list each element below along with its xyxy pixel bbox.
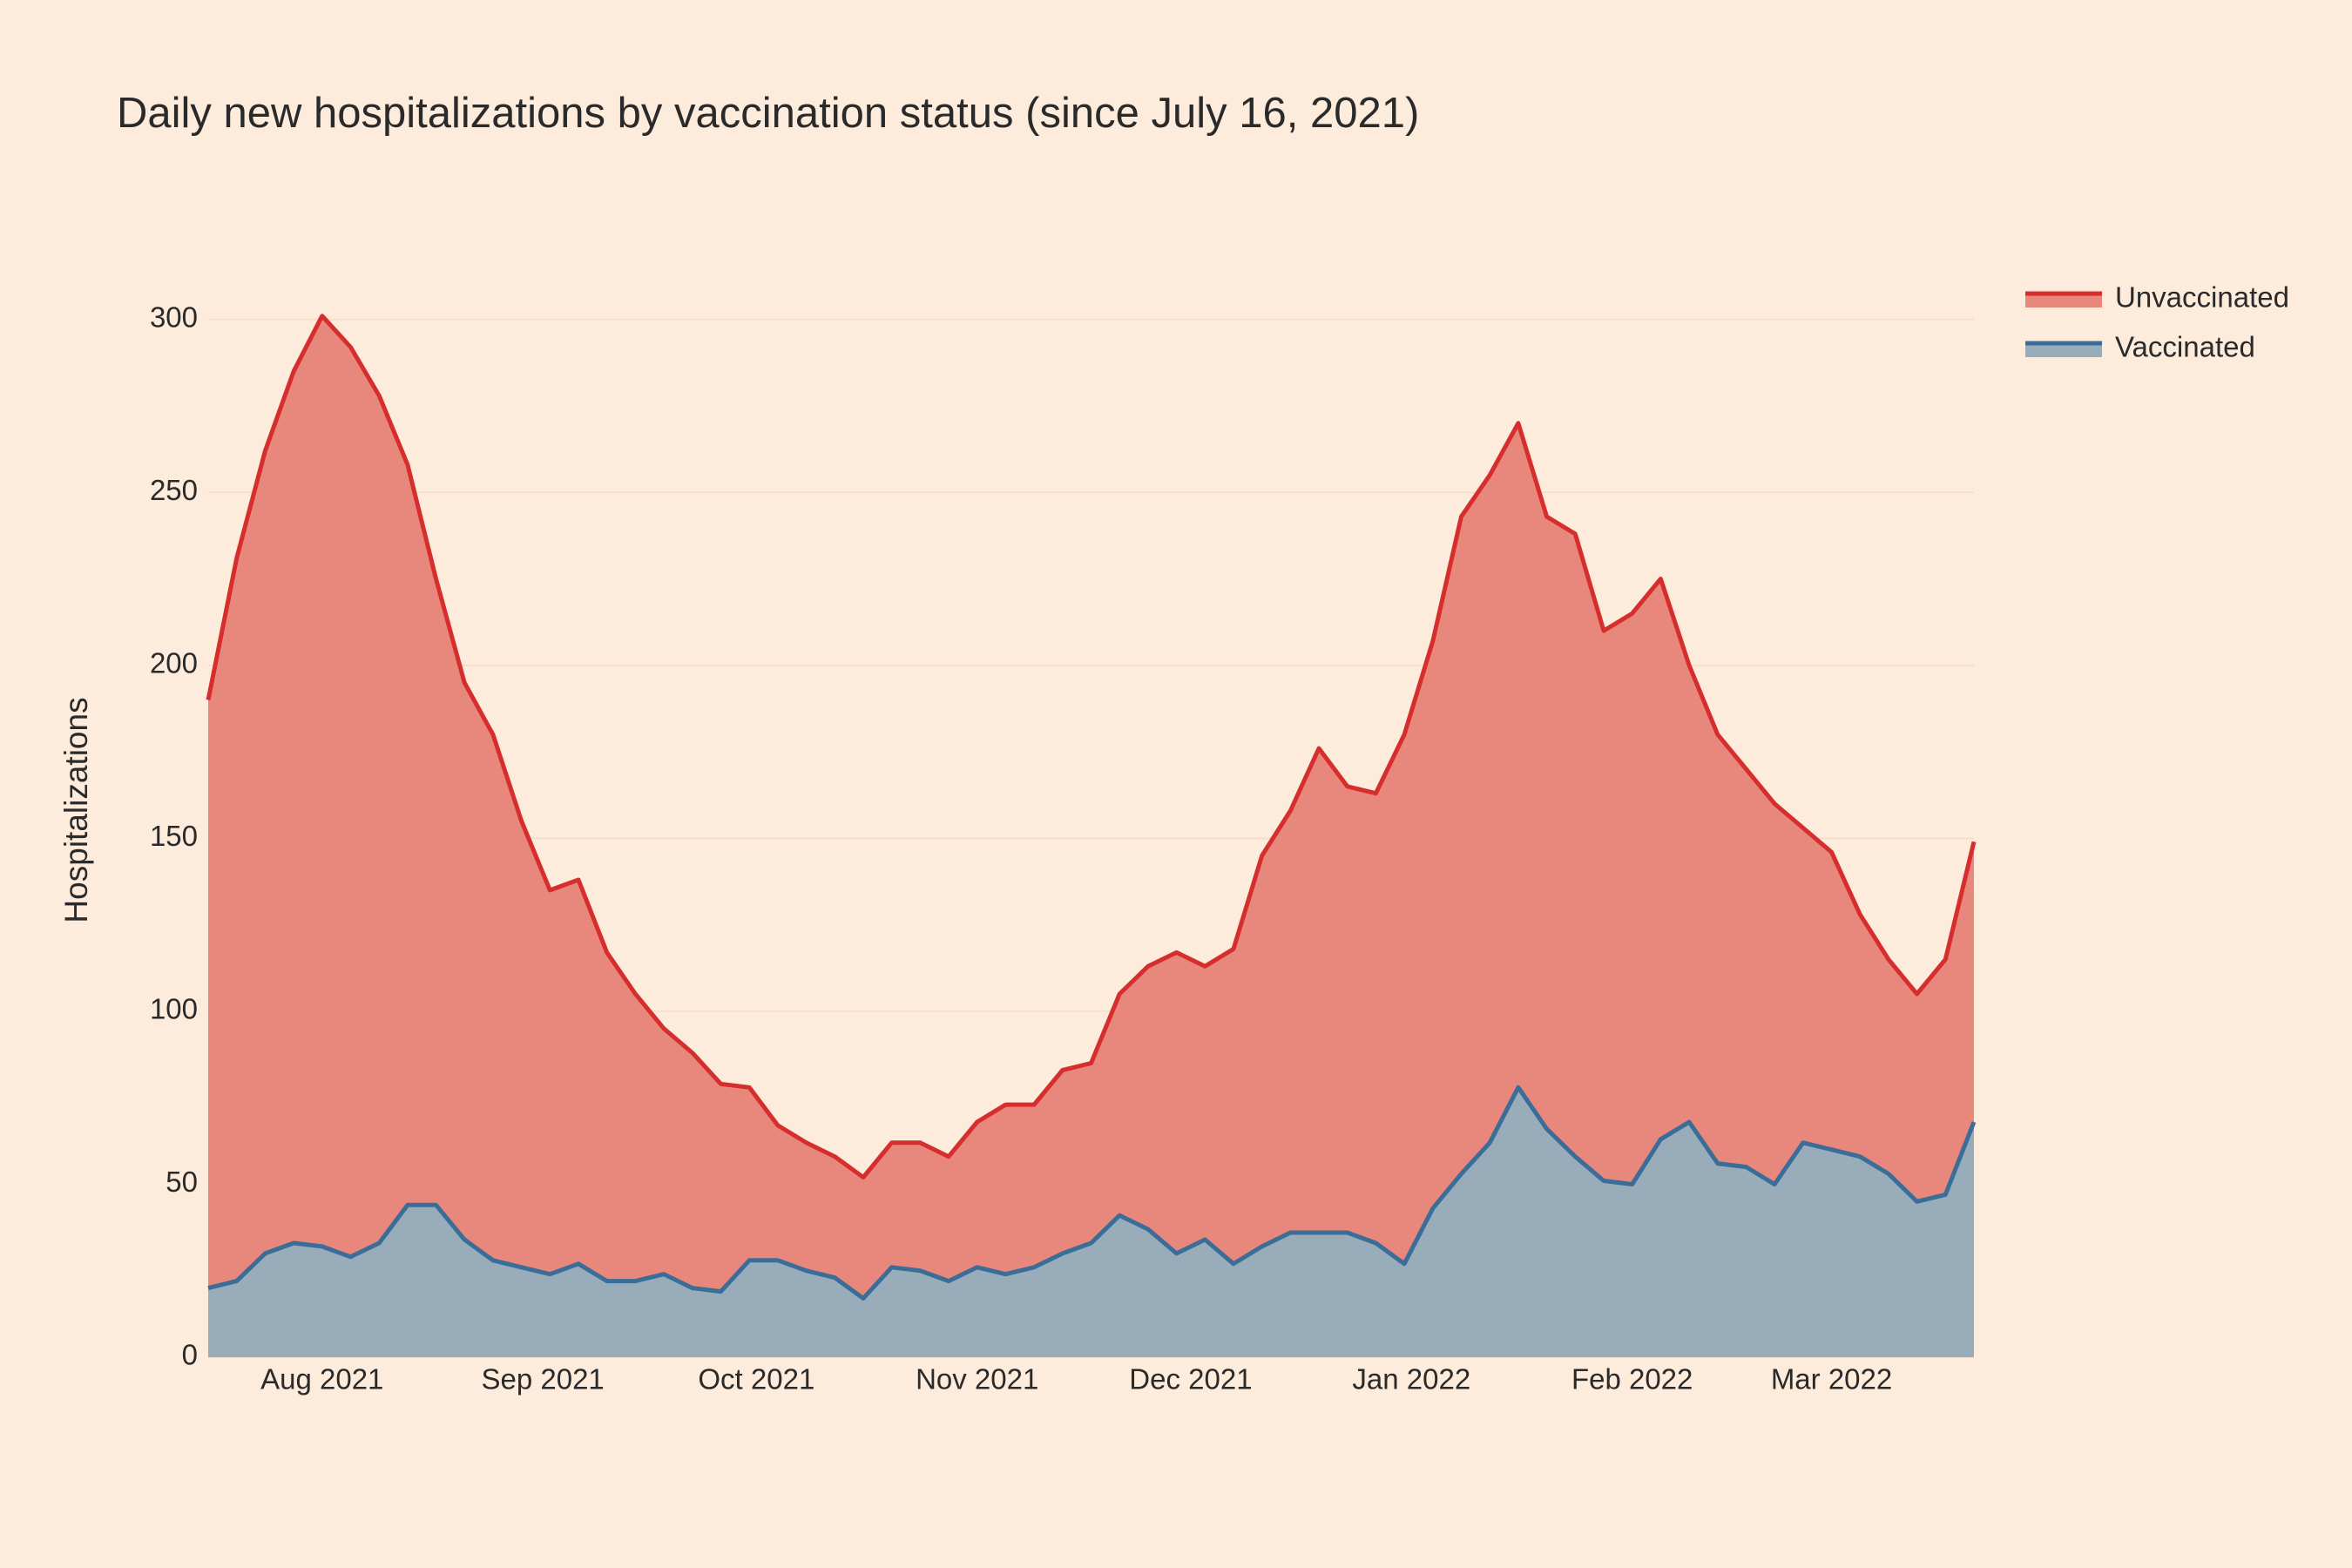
- x-tick-label: Nov 2021: [916, 1363, 1038, 1396]
- y-tick-label: 100: [150, 993, 198, 1025]
- y-axis-label: Hospitalizations: [58, 697, 94, 923]
- legend-swatch: [2025, 294, 2102, 308]
- area-fill: [208, 315, 1974, 1299]
- y-tick-label: 200: [150, 647, 198, 679]
- chart-title: Daily new hospitalizations by vaccinatio…: [117, 90, 1419, 137]
- legend-label: Unvaccinated: [2115, 281, 2289, 314]
- legend-label: Vaccinated: [2115, 331, 2255, 363]
- x-tick-label: Jan 2022: [1352, 1363, 1470, 1396]
- x-tick-label: Oct 2021: [698, 1363, 814, 1396]
- x-tick-label: Mar 2022: [1771, 1363, 1892, 1396]
- series-line: [207, 1085, 1977, 1301]
- area-fill: [208, 1087, 1974, 1357]
- x-tick-label: Dec 2021: [1129, 1363, 1252, 1396]
- series-line: [206, 314, 1977, 1179]
- y-tick-label: 0: [182, 1339, 198, 1371]
- y-tick-label: 150: [150, 820, 198, 852]
- x-tick-label: Aug 2021: [260, 1363, 383, 1396]
- x-tick-label: Feb 2022: [1571, 1363, 1693, 1396]
- y-tick-label: 50: [166, 1166, 198, 1198]
- x-tick-label: Sep 2021: [481, 1363, 604, 1396]
- y-tick-label: 300: [150, 301, 198, 333]
- y-tick-label: 250: [150, 474, 198, 506]
- legend-swatch: [2025, 343, 2102, 357]
